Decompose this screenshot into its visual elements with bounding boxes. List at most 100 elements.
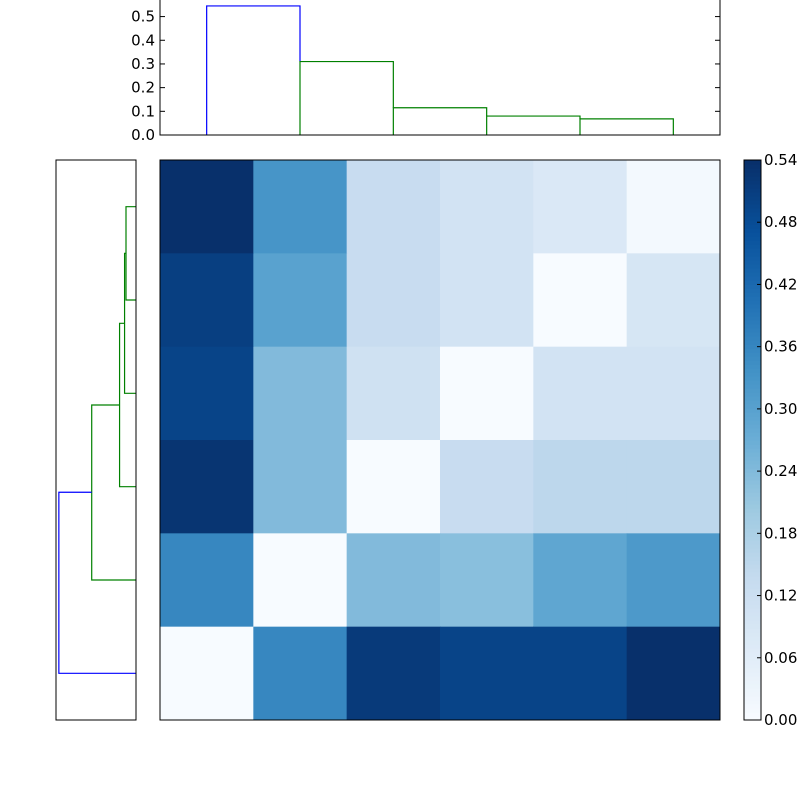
colorbar-segment (744, 436, 761, 441)
heatmap-cell-r4-c2 (346, 533, 441, 628)
colorbar-segment (744, 680, 761, 685)
colorbar-segment (744, 632, 761, 637)
colorbar-segment (744, 476, 761, 481)
colorbar-segment (744, 688, 761, 693)
colorbar-segment (744, 716, 761, 721)
heatmap-cell-r0-c5 (626, 160, 721, 254)
colorbar-segment (744, 672, 761, 677)
colorbar-segment (744, 564, 761, 569)
colorbar-segment (744, 284, 761, 289)
colorbar-segment (744, 560, 761, 565)
colorbar-segment (744, 332, 761, 337)
colorbar-segment (744, 324, 761, 329)
colorbar-segment (744, 708, 761, 713)
colorbar-segment (744, 288, 761, 293)
top-dendrogram-frame (159, 0, 721, 136)
colorbar-segment (744, 248, 761, 253)
heatmap-cell-r2-c4 (533, 346, 628, 441)
heatmap-cell-r5-c1 (253, 626, 348, 721)
top-dendrogram-tick-label: 0.0 (131, 126, 155, 144)
colorbar-segment (744, 352, 761, 357)
heatmap-cell-r1-c4 (533, 253, 628, 348)
colorbar-tick-label: 0.00 (764, 711, 797, 729)
colorbar-segment (744, 312, 761, 317)
colorbar-segment (744, 444, 761, 449)
colorbar-tick-label: 0.48 (764, 213, 797, 231)
colorbar-segment (744, 316, 761, 321)
colorbar-segment (744, 612, 761, 617)
colorbar-segment (744, 628, 761, 633)
colorbar-segment (744, 204, 761, 209)
colorbar-segment (744, 216, 761, 221)
heatmap-cell-r5-c5 (626, 626, 721, 721)
colorbar-segment (744, 356, 761, 361)
colorbar-segment (744, 420, 761, 425)
colorbar-segment (744, 548, 761, 553)
heatmap-cell-r3-c1 (253, 440, 348, 534)
heatmap-cell-r2-c0 (160, 346, 254, 441)
heatmap-cell-r4-c4 (533, 533, 628, 628)
colorbar-segment (744, 364, 761, 369)
left-dendrogram-link-0 (125, 206, 136, 301)
top-dendrogram: 0.0 0.1 0.2 0.3 0.4 0.5 (131, 0, 721, 144)
heatmap-cell-r1-c2 (346, 253, 441, 348)
colorbar-segment (744, 580, 761, 585)
colorbar-segment (744, 416, 761, 421)
colorbar-segment (744, 376, 761, 381)
heatmap-cell-r4-c3 (440, 533, 534, 628)
colorbar-segment (744, 276, 761, 281)
heatmap-cell-r1-c0 (160, 253, 254, 348)
colorbar-segment (744, 296, 761, 301)
colorbar-segment (744, 668, 761, 673)
colorbar-segment (744, 280, 761, 285)
colorbar-tick-label: 0.30 (764, 400, 797, 418)
heatmap-cell-r0-c2 (346, 160, 441, 254)
colorbar-segment (744, 184, 761, 189)
colorbar-segment (744, 500, 761, 505)
colorbar-segment (744, 360, 761, 365)
colorbar-segment (744, 412, 761, 417)
colorbar-segment (744, 540, 761, 545)
colorbar-segment (744, 160, 761, 165)
heatmap-cell-r0-c4 (533, 160, 628, 254)
colorbar-segment (744, 572, 761, 577)
colorbar-segment (744, 464, 761, 469)
heatmap-cell-r3-c5 (626, 440, 721, 534)
colorbar-segment (744, 552, 761, 557)
colorbar-segment (744, 164, 761, 169)
colorbar-tick-label: 0.06 (764, 649, 797, 667)
colorbar-segment (744, 684, 761, 689)
heatmap-cell-r4-c5 (626, 533, 721, 628)
colorbar-segment (744, 192, 761, 197)
left-dendrogram-link-3 (91, 404, 136, 581)
colorbar-segment (744, 272, 761, 277)
colorbar-segment (744, 472, 761, 477)
heatmap-cell-r0-c1 (253, 160, 348, 254)
heatmap-cell-r0-c0 (160, 160, 254, 254)
heatmap-cell-r3-c3 (440, 440, 534, 534)
colorbar-segment (744, 232, 761, 237)
heatmap-cell-r1-c1 (253, 253, 348, 348)
top-dendrogram-link-1 (299, 60, 394, 135)
colorbar-segment (744, 664, 761, 669)
heatmap-cell-r2-c3 (440, 346, 534, 441)
colorbar-tick-label: 0.24 (764, 462, 797, 480)
heatmap-cell-r5-c0 (160, 626, 254, 721)
colorbar-segment (744, 440, 761, 445)
colorbar-segment (744, 340, 761, 345)
colorbar-segment (744, 692, 761, 697)
left-dendrogram (55, 159, 137, 721)
heatmap-cell-r3-c2 (346, 440, 441, 534)
colorbar-segment (744, 200, 761, 205)
colorbar-segment (744, 240, 761, 245)
colorbar-segment (744, 404, 761, 409)
colorbar-segment (744, 448, 761, 453)
heatmap-cell-r2-c5 (626, 346, 721, 441)
colorbar-segment (744, 592, 761, 597)
heatmap-cell-r3-c0 (160, 440, 254, 534)
colorbar-segment (744, 252, 761, 257)
heatmap-cell-r2-c2 (346, 346, 441, 441)
colorbar-segment (744, 432, 761, 437)
colorbar-segment (744, 456, 761, 461)
